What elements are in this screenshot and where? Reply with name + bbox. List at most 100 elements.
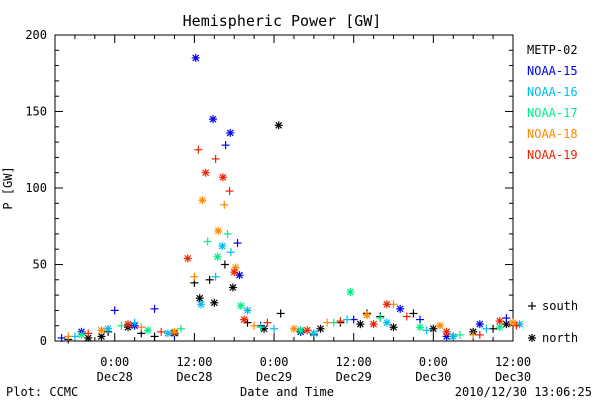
data-point bbox=[57, 333, 66, 342]
data-point bbox=[195, 294, 204, 303]
data-point bbox=[137, 323, 146, 332]
data-point bbox=[382, 318, 391, 327]
plot-credit: Plot: CCMC bbox=[6, 385, 78, 399]
data-point bbox=[442, 327, 451, 336]
x-tick-date: Dec28 bbox=[97, 370, 133, 384]
axis-ticks bbox=[55, 34, 514, 342]
data-point bbox=[77, 330, 86, 339]
data-point bbox=[198, 196, 207, 205]
data-point bbox=[163, 329, 172, 338]
data-point bbox=[183, 254, 192, 263]
data-point bbox=[236, 301, 245, 310]
data-points bbox=[57, 53, 524, 344]
data-point bbox=[104, 324, 113, 333]
data-point bbox=[221, 141, 230, 150]
data-point bbox=[143, 326, 152, 335]
y-tick-label: 150 bbox=[25, 105, 47, 119]
data-point bbox=[343, 315, 352, 324]
data-point bbox=[346, 288, 355, 297]
data-point bbox=[263, 318, 272, 327]
data-point bbox=[240, 315, 249, 324]
x-tick-date: Dec30 bbox=[415, 370, 451, 384]
y-axis-label: P [GW] bbox=[1, 166, 15, 209]
data-point bbox=[205, 275, 214, 284]
data-point bbox=[218, 173, 227, 182]
data-point bbox=[208, 115, 217, 124]
data-point bbox=[502, 314, 511, 323]
data-point bbox=[225, 187, 234, 196]
data-point bbox=[429, 324, 438, 333]
data-point bbox=[475, 330, 484, 339]
data-point bbox=[382, 300, 391, 309]
x-tick-time: 0:00 bbox=[100, 355, 129, 369]
data-point bbox=[435, 321, 444, 330]
data-point bbox=[256, 323, 265, 332]
data-point bbox=[177, 324, 186, 333]
data-point bbox=[64, 332, 73, 341]
data-point bbox=[228, 283, 237, 292]
symbol-legend-label: south bbox=[542, 299, 578, 313]
data-point bbox=[150, 304, 159, 313]
data-point bbox=[422, 326, 431, 335]
data-point bbox=[482, 324, 491, 333]
data-point bbox=[274, 121, 283, 130]
data-point bbox=[512, 321, 521, 330]
data-point bbox=[233, 239, 242, 248]
data-point bbox=[117, 321, 126, 330]
data-point bbox=[110, 306, 119, 315]
data-point bbox=[203, 237, 212, 246]
data-point bbox=[449, 332, 458, 341]
data-point bbox=[201, 168, 210, 177]
y-tick-label: 100 bbox=[25, 181, 47, 195]
symbol-legend-label: north bbox=[542, 331, 578, 345]
data-point bbox=[211, 154, 220, 163]
plot-frame bbox=[54, 34, 514, 342]
data-point bbox=[213, 252, 222, 261]
legend-entry: METP-02 bbox=[527, 43, 578, 57]
data-point bbox=[250, 321, 259, 330]
symbol-legend-marker bbox=[528, 334, 536, 342]
data-point bbox=[170, 327, 179, 336]
data-point bbox=[396, 304, 405, 313]
data-point bbox=[194, 145, 203, 154]
symbol-legend: south north bbox=[528, 299, 578, 345]
legend-entry: NOAA-15 bbox=[527, 64, 578, 78]
x-tick-date: Dec28 bbox=[176, 370, 212, 384]
x-axis-label: Date and Time bbox=[240, 385, 334, 399]
data-point bbox=[309, 329, 318, 338]
x-tick-labels: 0:00Dec2812:00Dec280:00Dec2912:00Dec290:… bbox=[97, 355, 531, 384]
y-tick-label: 50 bbox=[33, 258, 47, 272]
data-point bbox=[220, 260, 229, 269]
x-tick-time: 12:00 bbox=[495, 355, 531, 369]
data-point bbox=[389, 323, 398, 332]
data-point bbox=[211, 272, 220, 281]
data-point bbox=[495, 323, 504, 332]
data-point bbox=[243, 306, 252, 315]
data-point bbox=[214, 226, 223, 235]
data-point bbox=[455, 330, 464, 339]
data-point bbox=[303, 326, 312, 335]
x-tick-time: 0:00 bbox=[419, 355, 448, 369]
data-point bbox=[495, 317, 504, 326]
legend-entry: NOAA-17 bbox=[527, 106, 578, 120]
data-point bbox=[416, 315, 425, 324]
data-point bbox=[409, 309, 418, 318]
data-point bbox=[226, 128, 235, 137]
data-point bbox=[376, 314, 385, 323]
legend-entry: NOAA-19 bbox=[527, 148, 578, 162]
y-tick-labels: 0 50 100 150 200 bbox=[25, 28, 47, 348]
data-point bbox=[369, 320, 378, 329]
symbol-legend-marker bbox=[528, 302, 536, 310]
x-tick-time: 12:00 bbox=[176, 355, 212, 369]
y-tick-label: 0 bbox=[40, 334, 47, 348]
plot-timestamp: 2010/12/30 13:06:25 bbox=[455, 385, 592, 399]
data-point bbox=[336, 317, 345, 326]
data-point bbox=[316, 324, 325, 333]
x-tick-date: Dec29 bbox=[336, 370, 372, 384]
data-point bbox=[323, 318, 332, 327]
data-point bbox=[124, 320, 133, 329]
data-point bbox=[191, 53, 200, 62]
data-point bbox=[402, 312, 411, 321]
chart-title: Hemispheric Power [GW] bbox=[183, 12, 382, 30]
